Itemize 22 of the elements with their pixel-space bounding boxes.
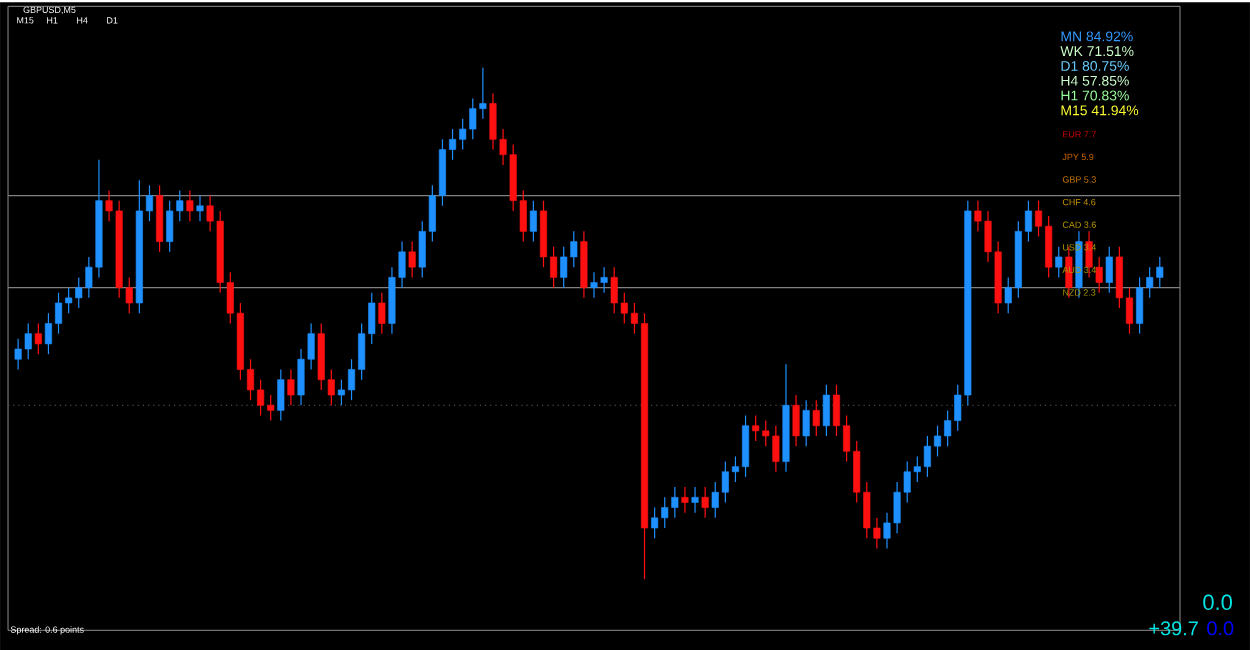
candlestick	[691, 486, 699, 514]
candlestick	[277, 368, 285, 422]
candlestick	[196, 194, 204, 222]
candlestick	[802, 399, 810, 447]
candlestick	[580, 230, 588, 299]
candlestick	[701, 486, 709, 519]
candlestick	[1055, 245, 1063, 278]
text: +39.7	[1149, 621, 1198, 636]
candlestick	[378, 292, 386, 335]
candlestick	[529, 199, 537, 243]
candlestick	[186, 189, 194, 222]
candlestick	[1105, 245, 1113, 294]
candlestick	[822, 384, 830, 437]
candlestick	[156, 184, 164, 253]
candlestick	[34, 322, 42, 355]
text: 0.0	[1203, 594, 1232, 610]
candlestick	[408, 240, 416, 278]
candlestick	[681, 486, 689, 514]
candlestick	[287, 368, 295, 406]
candlestick	[792, 394, 800, 447]
text: 0.0	[1207, 621, 1234, 636]
candlestick	[812, 399, 820, 437]
